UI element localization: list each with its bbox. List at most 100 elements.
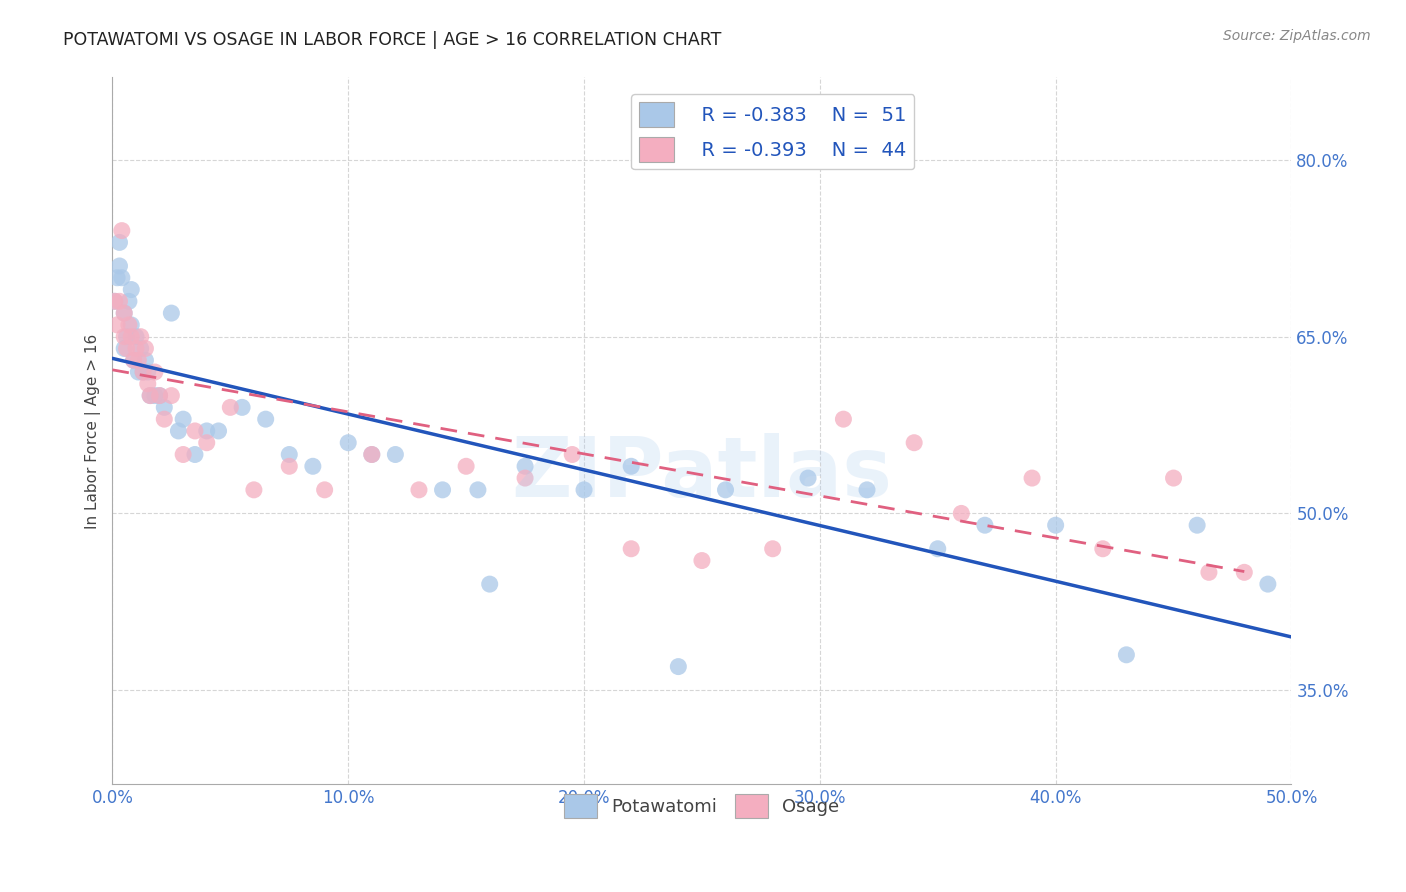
Point — [160, 388, 183, 402]
Point — [856, 483, 879, 497]
Point — [561, 448, 583, 462]
Point — [195, 435, 218, 450]
Point — [143, 365, 166, 379]
Point — [360, 448, 382, 462]
Point — [184, 424, 207, 438]
Point — [219, 401, 242, 415]
Point — [153, 412, 176, 426]
Point — [112, 306, 135, 320]
Point — [132, 365, 155, 379]
Text: Source: ZipAtlas.com: Source: ZipAtlas.com — [1223, 29, 1371, 43]
Point — [118, 294, 141, 309]
Point — [408, 483, 430, 497]
Point — [139, 388, 162, 402]
Point — [108, 259, 131, 273]
Point — [974, 518, 997, 533]
Point — [120, 329, 142, 343]
Point — [384, 448, 406, 462]
Point — [278, 448, 301, 462]
Point — [148, 388, 170, 402]
Point — [104, 294, 127, 309]
Point — [762, 541, 785, 556]
Point — [714, 483, 737, 497]
Point — [1021, 471, 1043, 485]
Point — [108, 294, 131, 309]
Point — [1198, 566, 1220, 580]
Point — [337, 435, 360, 450]
Point — [456, 459, 478, 474]
Point — [467, 483, 489, 497]
Point — [572, 483, 595, 497]
Point — [278, 459, 301, 474]
Point — [105, 318, 128, 332]
Point — [115, 342, 138, 356]
Point — [184, 448, 207, 462]
Text: ZIPatlas: ZIPatlas — [512, 433, 893, 514]
Y-axis label: In Labor Force | Age > 16: In Labor Force | Age > 16 — [86, 334, 101, 529]
Point — [120, 283, 142, 297]
Point — [314, 483, 336, 497]
Point — [207, 424, 229, 438]
Point — [167, 424, 190, 438]
Point — [195, 424, 218, 438]
Point — [950, 507, 973, 521]
Point — [160, 306, 183, 320]
Point — [112, 329, 135, 343]
Point — [134, 342, 156, 356]
Point — [513, 459, 536, 474]
Point — [797, 471, 820, 485]
Point — [105, 270, 128, 285]
Point — [432, 483, 454, 497]
Point — [127, 353, 149, 368]
Point — [666, 659, 689, 673]
Point — [1163, 471, 1185, 485]
Point — [153, 401, 176, 415]
Point — [231, 401, 253, 415]
Point — [118, 318, 141, 332]
Point — [172, 448, 194, 462]
Point — [903, 435, 925, 450]
Point — [125, 342, 148, 356]
Point — [108, 235, 131, 250]
Point — [243, 483, 266, 497]
Text: POTAWATOMI VS OSAGE IN LABOR FORCE | AGE > 16 CORRELATION CHART: POTAWATOMI VS OSAGE IN LABOR FORCE | AGE… — [63, 31, 721, 49]
Point — [139, 388, 162, 402]
Point — [112, 306, 135, 320]
Point — [122, 353, 145, 368]
Point — [132, 365, 155, 379]
Point — [1257, 577, 1279, 591]
Point — [1115, 648, 1137, 662]
Point — [690, 553, 713, 567]
Point — [104, 294, 127, 309]
Point — [120, 318, 142, 332]
Point — [254, 412, 277, 426]
Point — [111, 270, 134, 285]
Point — [1045, 518, 1067, 533]
Point — [513, 471, 536, 485]
Point — [360, 448, 382, 462]
Point — [129, 342, 152, 356]
Point — [112, 342, 135, 356]
Point — [115, 329, 138, 343]
Point — [927, 541, 949, 556]
Point — [127, 365, 149, 379]
Point — [125, 329, 148, 343]
Point — [111, 224, 134, 238]
Point — [129, 329, 152, 343]
Point — [143, 388, 166, 402]
Point — [172, 412, 194, 426]
Legend: Potawatomi, Osage: Potawatomi, Osage — [557, 788, 846, 825]
Point — [134, 353, 156, 368]
Point — [122, 353, 145, 368]
Point — [1091, 541, 1114, 556]
Point — [620, 459, 643, 474]
Point — [302, 459, 325, 474]
Point — [136, 365, 159, 379]
Point — [832, 412, 855, 426]
Point — [148, 388, 170, 402]
Point — [136, 376, 159, 391]
Point — [1233, 566, 1256, 580]
Point — [620, 541, 643, 556]
Point — [1185, 518, 1208, 533]
Point — [478, 577, 501, 591]
